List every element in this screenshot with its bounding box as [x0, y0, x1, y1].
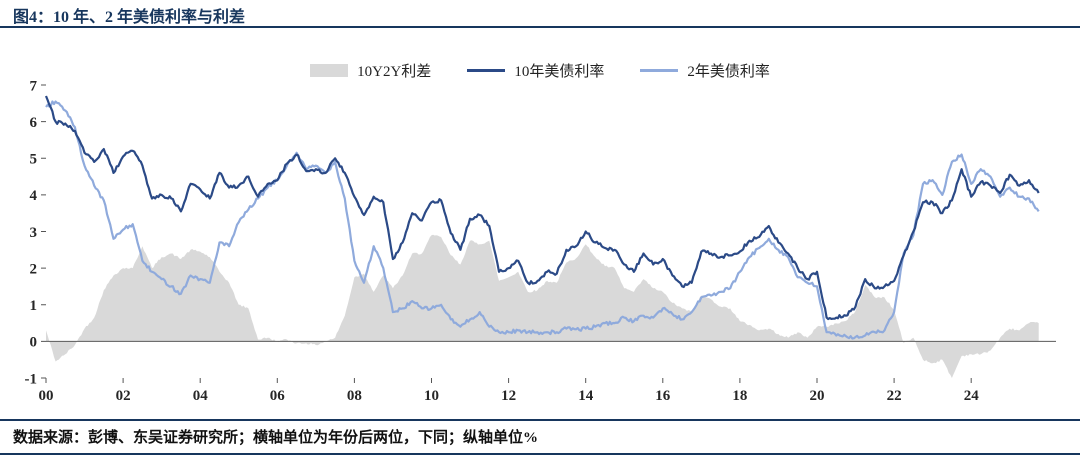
svg-text:4: 4	[30, 188, 38, 204]
svg-text:16: 16	[655, 388, 671, 404]
svg-text:06: 06	[270, 388, 286, 404]
svg-text:3: 3	[30, 225, 38, 241]
svg-text:14: 14	[578, 388, 594, 404]
footer-divider-bottom	[0, 453, 1080, 455]
svg-text:0: 0	[30, 335, 38, 351]
figure-title: 图4：10 年、2 年美债利率与利差	[13, 9, 246, 26]
svg-text:24: 24	[964, 388, 980, 404]
svg-text:6: 6	[30, 115, 38, 131]
title-divider	[0, 26, 1080, 28]
svg-text:20: 20	[809, 388, 824, 404]
svg-text:2: 2	[30, 261, 38, 277]
svg-text:04: 04	[193, 388, 209, 404]
footer-divider-top	[0, 419, 1080, 421]
svg-text:7: 7	[30, 78, 38, 94]
source-note: 数据来源：彭博、东吴证券研究所；横轴单位为年份后两位，下同；纵轴单位%	[13, 430, 539, 446]
svg-text:02: 02	[116, 388, 131, 404]
svg-text:12: 12	[501, 388, 516, 404]
svg-text:1: 1	[30, 298, 38, 314]
svg-text:00: 00	[39, 388, 54, 404]
svg-text:10: 10	[424, 388, 439, 404]
svg-text:-1: -1	[25, 371, 38, 387]
svg-text:18: 18	[732, 388, 747, 404]
svg-text:5: 5	[30, 152, 38, 168]
svg-text:22: 22	[887, 388, 902, 404]
svg-text:08: 08	[347, 388, 362, 404]
